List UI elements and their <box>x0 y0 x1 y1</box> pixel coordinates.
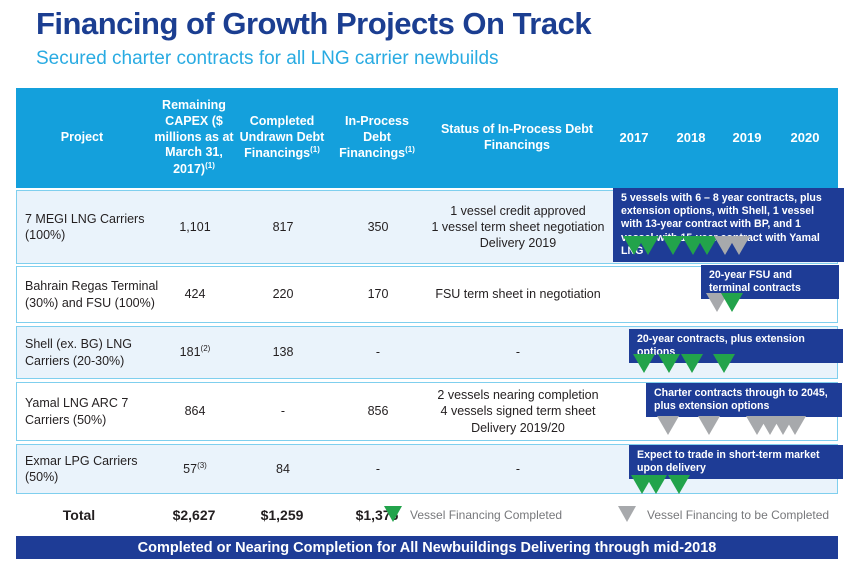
inprocess-cell: 350 <box>367 219 389 234</box>
project-cell: Bahrain Regas Terminal (30%) and FSU (10… <box>25 279 159 310</box>
column-header-completed: Completed Undrawn Debt Financings(1) <box>237 88 327 188</box>
footnote-marker: (1) <box>310 145 320 155</box>
table-row-shell-carriers: Shell (ex. BG) LNG Carriers (20-30%) 181… <box>16 326 843 379</box>
vessel-markers <box>17 293 837 313</box>
capex-cell: 57 (3) <box>183 460 207 476</box>
status-cell: - <box>515 461 521 476</box>
inprocess-cell: - <box>375 461 381 476</box>
inprocess-cell: 856 <box>367 404 389 419</box>
vessel-financing-completed-icon <box>721 293 743 312</box>
vessel-financing-completed-icon <box>637 236 659 255</box>
column-header-year-2019: 2019 <box>732 129 762 145</box>
column-header-inprocess-label: In-Process Debt Financings(1) <box>339 113 415 161</box>
column-header-status: Status of In-Process Debt Financings <box>427 88 607 188</box>
project-cell: Exmar LPG Carriers (50%) <box>25 453 138 484</box>
column-header-capex: Remaining CAPEX ($ millions as at March … <box>149 88 239 188</box>
completed-cell: 84 <box>276 461 290 476</box>
column-header-year-2020: 2020 <box>790 129 820 145</box>
vessel-markers <box>17 236 837 256</box>
total-inprocess: $1,376 <box>355 507 399 523</box>
column-header-inprocess: In-Process Debt Financings(1) <box>332 88 422 188</box>
vessel-markers <box>17 475 837 495</box>
page-title: Financing of Growth Projects On Track <box>36 6 592 41</box>
status-cell: - <box>515 345 521 360</box>
total-capex: $2,627 <box>172 507 216 523</box>
column-header-project-label: Project <box>60 130 104 145</box>
vessel-financing-completed-icon <box>633 354 655 373</box>
vessel-financing-pending-icon <box>698 416 720 435</box>
charter-callout: Expect to trade in short-term market upo… <box>629 445 843 480</box>
status-cell: 2 vessels nearing completion 4 vessels s… <box>437 388 599 435</box>
legend-completed-label: Vessel Financing Completed <box>410 508 563 522</box>
column-header-year-2017: 2017 <box>619 129 649 145</box>
vessel-financing-completed-icon <box>713 354 735 373</box>
inprocess-cell: 170 <box>367 287 389 302</box>
vessel-markers <box>17 354 837 374</box>
column-header-capex-label: Remaining CAPEX ($ millions as at March … <box>154 98 234 177</box>
footnote-marker: (1) <box>205 160 215 170</box>
completed-triangle-icon <box>384 506 402 522</box>
footnote-marker: (2) <box>200 344 211 354</box>
vessel-financing-pending-icon <box>657 416 679 435</box>
vessel-markers <box>17 416 837 436</box>
footnote-marker: (1) <box>405 145 415 155</box>
vessel-financing-completed-icon <box>645 475 667 494</box>
total-completed: $1,259 <box>260 507 304 523</box>
table-row-exmar-carriers: Exmar LPG Carriers (50%) 57 (3) 84 - - Ex… <box>16 444 843 495</box>
table-row-megi-carriers: 7 MEGI LNG Carriers (100%) 1,101 817 350… <box>16 188 844 264</box>
column-header-year-2018: 2018 <box>676 129 706 145</box>
legend-pending-label: Vessel Financing to be Completed <box>647 508 830 522</box>
vessel-financing-completed-icon <box>668 475 690 494</box>
project-cell: Yamal LNG ARC 7 Carriers (50%) <box>25 396 129 427</box>
vessel-financing-completed-icon <box>696 236 718 255</box>
table-row-bahrain-regas: Bahrain Regas Terminal (30%) and FSU (10… <box>16 265 839 323</box>
project-cell: 7 MEGI LNG Carriers (100%) <box>25 211 145 242</box>
project-cell: Shell (ex. BG) LNG Carriers (20-30%) <box>25 337 132 368</box>
table-header: Project Remaining CAPEX ($ millions as a… <box>16 88 838 188</box>
column-header-project: Project <box>16 88 148 188</box>
status-cell: FSU term sheet in negotiation <box>435 287 601 302</box>
status-cell: 1 vessel credit approved 1 vessel term s… <box>431 203 605 251</box>
completed-cell: - <box>280 404 286 419</box>
total-row: Total $2,627 $1,259 $1,376 Vessel Financ… <box>16 500 838 530</box>
inprocess-cell: - <box>375 345 381 360</box>
capex-cell: 1,101 <box>179 219 211 234</box>
footnote-marker: (3) <box>197 460 207 470</box>
vessel-financing-pending-icon <box>728 236 750 255</box>
vessel-financing-completed-icon <box>681 354 703 373</box>
vessel-financing-pending-icon <box>784 416 806 435</box>
vessel-financing-completed-icon <box>658 354 680 373</box>
charter-callout: Charter contracts through to 2045, plus … <box>646 383 842 418</box>
footer-banner: Completed or Nearing Completion for All … <box>16 536 838 559</box>
column-header-completed-label: Completed Undrawn Debt Financings(1) <box>239 113 325 161</box>
pending-triangle-icon <box>618 506 636 522</box>
capex-cell: 424 <box>184 287 206 302</box>
table-row-yamal-carriers: Yamal LNG ARC 7 Carriers (50%) 864 - 856… <box>16 382 842 441</box>
completed-cell: 138 <box>272 345 294 360</box>
total-label: Total <box>62 507 96 523</box>
vessel-financing-completed-icon <box>662 236 684 255</box>
capex-cell: 864 <box>184 404 206 419</box>
column-header-status-label: Status of In-Process Debt Financings <box>440 122 594 152</box>
completed-cell: 220 <box>272 287 294 302</box>
page-subtitle: Secured charter contracts for all LNG ca… <box>36 48 499 69</box>
capex-cell: 181 (2) <box>179 344 211 360</box>
completed-cell: 817 <box>272 219 294 234</box>
